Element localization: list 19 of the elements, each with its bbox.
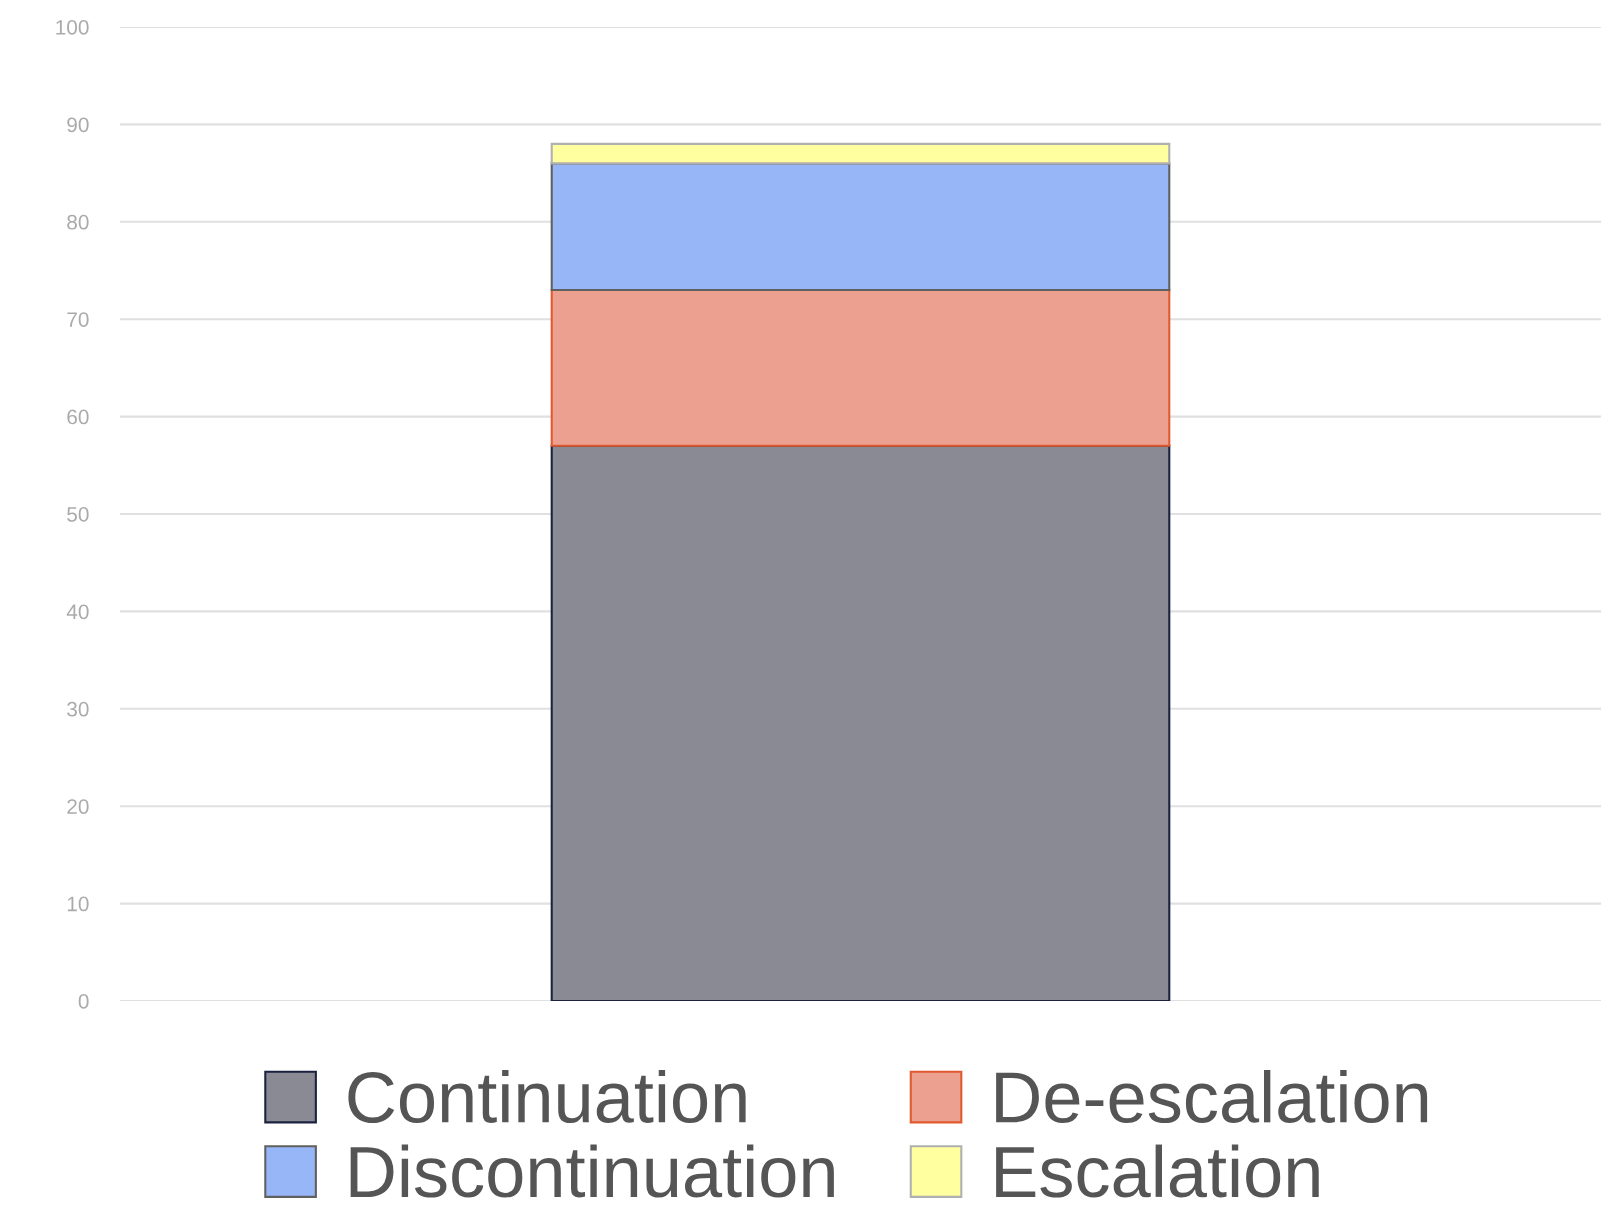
y-tick-label: 50 [67,507,89,522]
y-tick-label: 30 [67,701,89,717]
y-tick-label: 70 [67,312,89,327]
legend-label: Continuation [348,1070,746,1124]
y-tick-label: 60 [67,409,89,425]
y-tick-label: 100 [56,20,89,35]
y-tick-label: 90 [67,117,89,133]
y-tick-label: 80 [67,214,89,230]
bar [550,142,1171,165]
bar [550,162,1171,292]
y-tick-label: 0 [78,994,89,1009]
y-tick-label: 10 [67,896,89,912]
bar [550,444,1171,1001]
y-tick-label: 20 [67,799,89,814]
bar [550,288,1171,447]
legend-label: De-escalation [996,1070,1428,1124]
y-tick-label: 40 [66,604,89,620]
legend-label: Escalation [996,1144,1319,1198]
legend-label: Discontinuation [350,1144,834,1198]
